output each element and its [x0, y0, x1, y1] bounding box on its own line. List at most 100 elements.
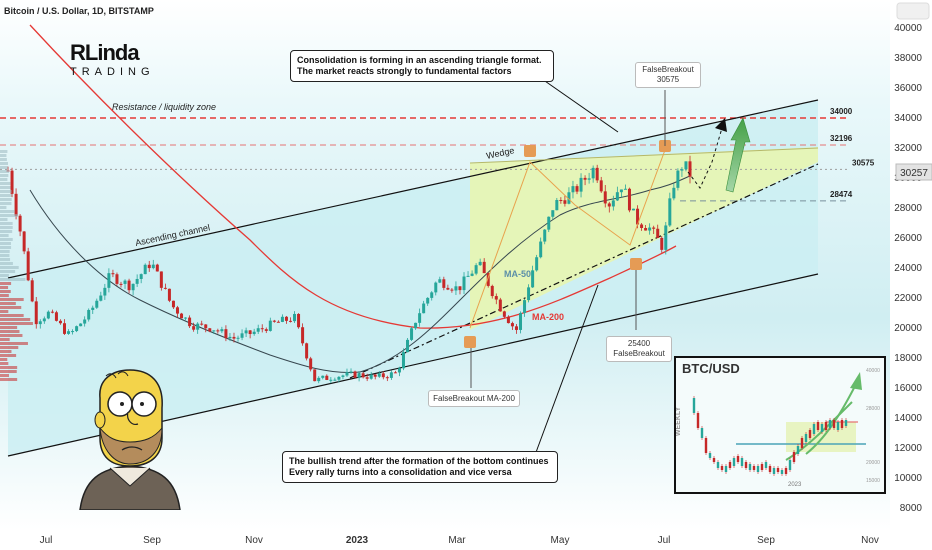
inset-candle-body — [836, 422, 840, 430]
candle-body — [684, 161, 688, 170]
candle-body — [155, 264, 159, 272]
candle-body — [297, 313, 301, 328]
candle-body — [10, 170, 14, 194]
volume-bar — [0, 190, 12, 193]
candle-body — [224, 329, 228, 339]
channel-upper-line — [7, 99, 819, 279]
inset-title: BTC/USD — [682, 361, 740, 376]
axis-settings-button[interactable] — [896, 2, 930, 20]
volume-bar — [0, 322, 33, 325]
inset-candle-body — [724, 466, 728, 472]
candle-body — [208, 328, 212, 332]
bottom-callout-line2: Every rally turns into a consolidation a… — [289, 467, 512, 477]
false-breakout-ma200-box: FalseBreakout MA-200 — [428, 390, 520, 407]
inset-candle-body — [844, 420, 848, 426]
inset-candle-body — [700, 428, 704, 438]
inset-candle-body — [696, 413, 700, 428]
inset-candle-body — [800, 438, 804, 448]
candle-body — [401, 352, 405, 369]
candle-body — [644, 227, 648, 231]
candle-body — [139, 274, 143, 279]
candle-body — [486, 273, 490, 286]
candle-body — [131, 283, 135, 291]
volume-bar — [0, 166, 8, 169]
candle-body — [369, 374, 373, 379]
y-tick-label: 36000 — [894, 83, 922, 94]
candle-body — [167, 288, 171, 301]
candle-body — [611, 200, 615, 207]
inset-candle-body — [764, 462, 768, 468]
candle-body — [406, 339, 410, 353]
candle-body — [264, 329, 268, 331]
candle-body — [46, 311, 50, 319]
candle-body — [30, 280, 34, 302]
x-tick-label: Jul — [40, 535, 53, 546]
candle-body — [236, 337, 240, 339]
inset-candle-body — [804, 434, 808, 442]
volume-bar — [0, 270, 16, 273]
inset-candle-body — [756, 466, 760, 472]
volume-bar — [0, 362, 9, 365]
false-breakout-top-label: FalseBreakout — [642, 65, 694, 74]
volume-bar — [0, 246, 12, 249]
volume-bar — [0, 290, 11, 293]
inset-y-tick-3: 20000 — [866, 460, 880, 466]
volume-bar — [0, 258, 11, 261]
candle-body — [438, 279, 442, 283]
y-tick-label: 34000 — [894, 113, 922, 124]
volume-bar — [0, 294, 9, 297]
candle-body — [50, 311, 54, 313]
candle-body — [680, 169, 684, 171]
x-tick-label: Nov — [861, 535, 879, 546]
candle-body — [446, 287, 450, 290]
inset-candle-body — [740, 458, 744, 466]
inset-candle-body — [776, 468, 780, 472]
ma-50-line — [29, 175, 691, 374]
volume-bar — [0, 210, 15, 213]
inset-y-tick-1: 40000 — [866, 368, 880, 374]
y-tick-label: 8000 — [900, 503, 923, 514]
bullish-arrow — [725, 117, 751, 193]
x-tick-label: May — [551, 535, 570, 546]
candle-body — [454, 286, 458, 291]
y-tick-label: 38000 — [894, 53, 922, 64]
candle-body — [640, 224, 644, 228]
candle-body — [623, 188, 627, 190]
x-tick-label: Mar — [448, 535, 466, 546]
candle-body — [422, 303, 426, 314]
candle-body — [91, 307, 95, 310]
candle-body — [192, 326, 196, 330]
candle-body — [672, 187, 676, 199]
candle-body — [652, 227, 656, 229]
current-price-tag: 30257 — [895, 163, 932, 181]
candle-body — [62, 323, 66, 334]
candle-body — [571, 186, 575, 193]
y-tick-label: 40000 — [894, 23, 922, 34]
candle-body — [147, 264, 151, 269]
inset-candle-body — [712, 458, 716, 462]
volume-bar — [0, 170, 10, 173]
candle-body — [135, 278, 139, 284]
candle-body — [99, 295, 103, 301]
candle-body — [599, 180, 603, 192]
y-tick-label: 16000 — [894, 383, 922, 394]
candle-body — [595, 167, 599, 181]
inset-candle-body — [760, 464, 764, 470]
volume-bar — [0, 354, 17, 357]
candle-body — [668, 198, 672, 226]
candle-body — [188, 317, 192, 327]
volume-bar — [0, 302, 16, 305]
inset-candle-body — [808, 430, 812, 438]
candle-body — [506, 316, 510, 324]
volume-bar — [0, 366, 18, 369]
candle-body — [159, 271, 163, 288]
volume-bar — [0, 370, 17, 373]
ma200-label: MA-200 — [532, 312, 564, 322]
brand-logo-bottom: TRADING — [70, 66, 155, 78]
volume-bar — [0, 158, 7, 161]
x-tick-label: Jul — [658, 535, 671, 546]
volume-bar — [0, 374, 9, 377]
inset-plot: 2023 40000 28000 20000 15000 — [692, 368, 880, 488]
candle-body — [583, 177, 587, 180]
candle-body — [361, 373, 365, 378]
